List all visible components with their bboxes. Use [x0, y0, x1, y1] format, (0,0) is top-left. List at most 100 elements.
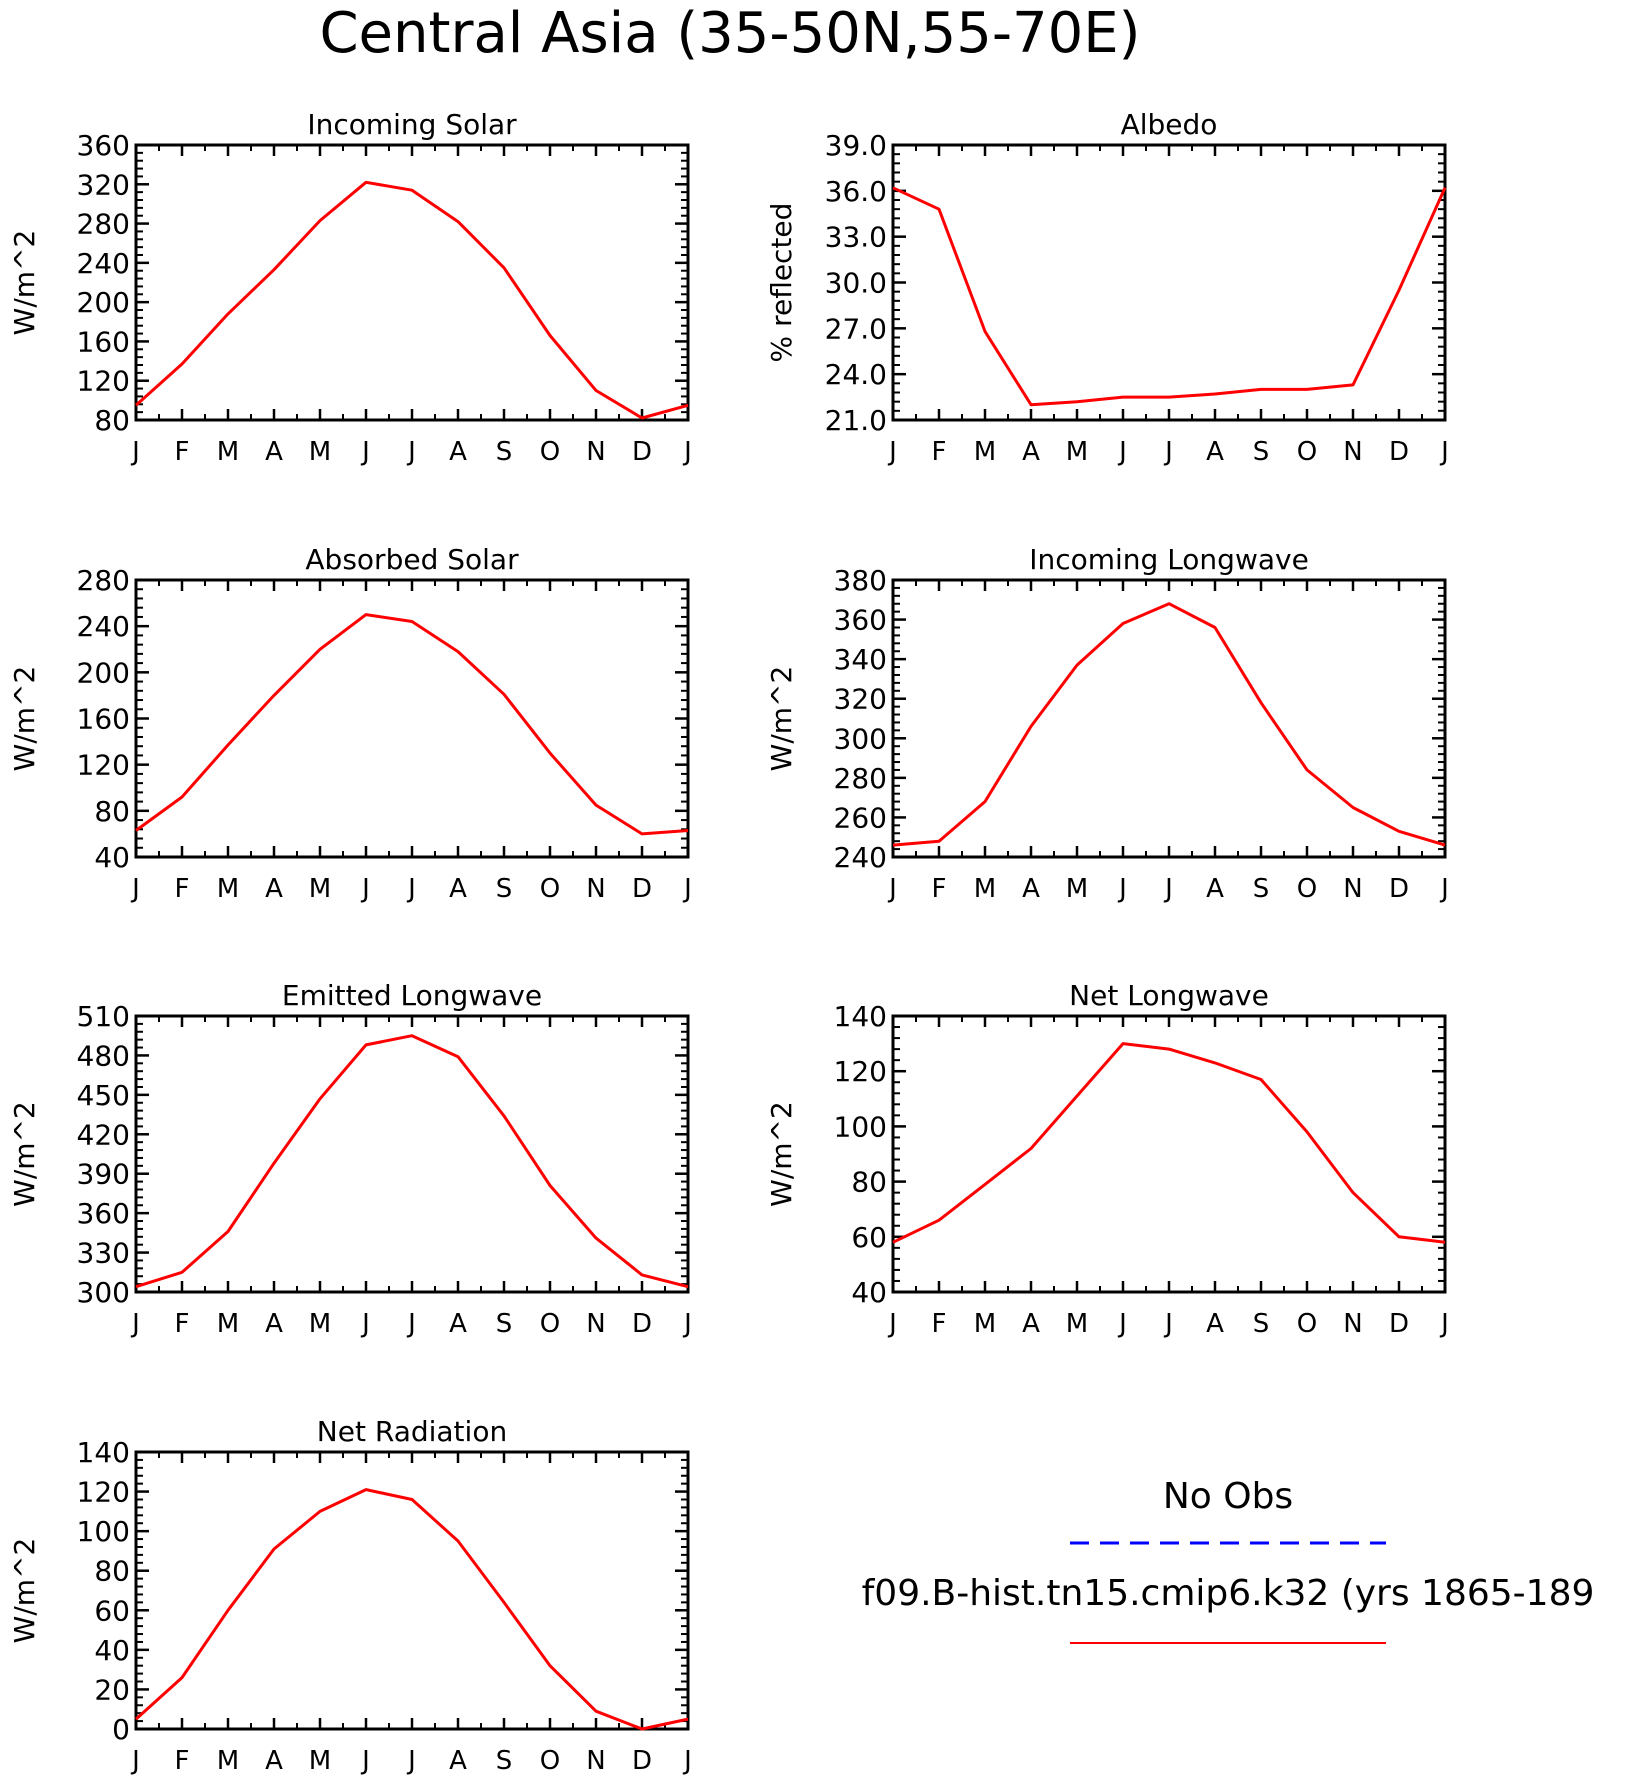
x-tick-label: D — [1389, 437, 1409, 467]
y-axis-label: W/m^2 — [8, 230, 41, 336]
x-tick-label: M — [217, 437, 239, 467]
x-tick-label: O — [540, 1309, 560, 1339]
x-tick-label: M — [309, 874, 331, 904]
x-tick-label: S — [1253, 437, 1270, 467]
y-tick-label: 33.0 — [825, 221, 887, 254]
x-tick-label: M — [217, 874, 239, 904]
panel-title: Incoming Longwave — [1029, 543, 1309, 576]
y-tick-label: 200 — [77, 656, 130, 689]
y-tick-label: 480 — [77, 1039, 130, 1072]
x-tick-label: M — [1066, 437, 1088, 467]
plot-frame — [891, 578, 1447, 859]
plot-frame — [891, 143, 1447, 422]
x-tick-label: J — [1439, 1309, 1449, 1339]
x-tick-label: M — [974, 874, 996, 904]
x-tick-label: M — [217, 1309, 239, 1339]
x-tick-label: A — [1206, 874, 1224, 904]
x-tick-label: D — [632, 1309, 652, 1339]
x-tick-label: J — [360, 1309, 370, 1339]
panel-title: Net Radiation — [317, 1415, 507, 1448]
x-tick-label: J — [682, 1309, 692, 1339]
x-tick-label: N — [586, 874, 605, 904]
series-line — [892, 1042, 1446, 1244]
x-tick-label: A — [265, 874, 283, 904]
x-tick-label: J — [360, 437, 370, 467]
series-line — [134, 1488, 689, 1731]
x-tick-label: A — [449, 1309, 467, 1339]
x-tick-label: N — [1343, 437, 1362, 467]
y-tick-label: 340 — [834, 643, 887, 676]
x-tick-label: A — [1022, 874, 1040, 904]
x-tick-label: A — [449, 437, 467, 467]
x-tick-label: J — [360, 874, 370, 904]
x-tick-label: J — [1117, 1309, 1127, 1339]
x-tick-label: O — [540, 874, 560, 904]
x-tick-label: N — [586, 1746, 605, 1776]
x-tick-label: M — [217, 1746, 239, 1776]
y-axis-label: W/m^2 — [765, 1101, 798, 1207]
x-tick-label: M — [309, 437, 331, 467]
x-tick-label: J — [1163, 874, 1173, 904]
x-tick-label: F — [175, 1309, 190, 1339]
x-tick-label: M — [974, 1309, 996, 1339]
x-tick-label: D — [1389, 874, 1409, 904]
series-line — [135, 1034, 689, 1289]
y-tick-label: 24.0 — [825, 358, 887, 391]
y-tick-label: 160 — [77, 325, 130, 358]
x-tick-label: S — [1253, 874, 1270, 904]
y-tick-label: 140 — [834, 1000, 887, 1033]
x-tick-label: N — [586, 1309, 605, 1339]
x-tick-label: O — [1297, 874, 1317, 904]
x-tick-label: D — [632, 1746, 652, 1776]
x-tick-label: S — [496, 874, 513, 904]
x-tick-label: J — [1117, 437, 1127, 467]
x-tick-label: J — [406, 437, 416, 467]
x-tick-label: J — [406, 1746, 416, 1776]
x-tick-label: D — [632, 874, 652, 904]
x-tick-label: F — [932, 437, 947, 467]
y-axis-label: W/m^2 — [8, 666, 41, 772]
chart-panel: J F M A M J J A S O N D J80120160200240280320360Inco… — [8, 108, 692, 467]
x-tick-label: J — [406, 874, 416, 904]
y-tick-label: 39.0 — [825, 129, 887, 162]
chart-panel: J F M A M J J A S O N D J300330360390420450480510Emi… — [8, 979, 692, 1339]
y-tick-label: 60 — [94, 1594, 130, 1627]
y-tick-label: 40 — [94, 1634, 130, 1667]
x-tick-label: M — [974, 437, 996, 467]
x-tick-label: F — [175, 1746, 190, 1776]
y-tick-label: 390 — [77, 1158, 130, 1191]
x-tick-label: O — [1297, 1309, 1317, 1339]
x-tick-label: O — [540, 1746, 560, 1776]
x-tick-label: J — [682, 437, 692, 467]
y-tick-label: 160 — [77, 703, 130, 736]
y-tick-label: 0 — [112, 1713, 130, 1746]
x-tick-label: J — [1117, 874, 1127, 904]
y-tick-label: 36.0 — [825, 175, 887, 208]
x-tick-label: M — [309, 1309, 331, 1339]
y-tick-label: 40 — [851, 1276, 887, 1309]
panel-title: Absorbed Solar — [305, 543, 519, 576]
x-tick-label: J — [682, 874, 692, 904]
y-tick-label: 260 — [834, 801, 887, 834]
plot-frame — [891, 1014, 1447, 1294]
x-tick-label: J — [1163, 1309, 1173, 1339]
y-tick-label: 20 — [94, 1673, 130, 1706]
panel-title: Albedo — [1121, 108, 1218, 141]
y-tick-label: 27.0 — [825, 312, 887, 345]
x-tick-label: J — [130, 437, 140, 467]
y-tick-label: 510 — [77, 1000, 130, 1033]
x-tick-label: J — [682, 1746, 692, 1776]
x-tick-label: A — [449, 874, 467, 904]
y-tick-label: 320 — [834, 683, 887, 716]
y-tick-label: 300 — [77, 1276, 130, 1309]
x-tick-label: A — [265, 437, 283, 467]
x-tick-label: N — [586, 437, 605, 467]
y-tick-label: 120 — [77, 365, 130, 398]
y-tick-label: 80 — [851, 1166, 887, 1199]
x-tick-label: F — [175, 437, 190, 467]
figure-title: Central Asia (35-50N,55-70E) — [319, 1, 1140, 66]
y-tick-label: 360 — [77, 1197, 130, 1230]
x-tick-label: M — [309, 1746, 331, 1776]
